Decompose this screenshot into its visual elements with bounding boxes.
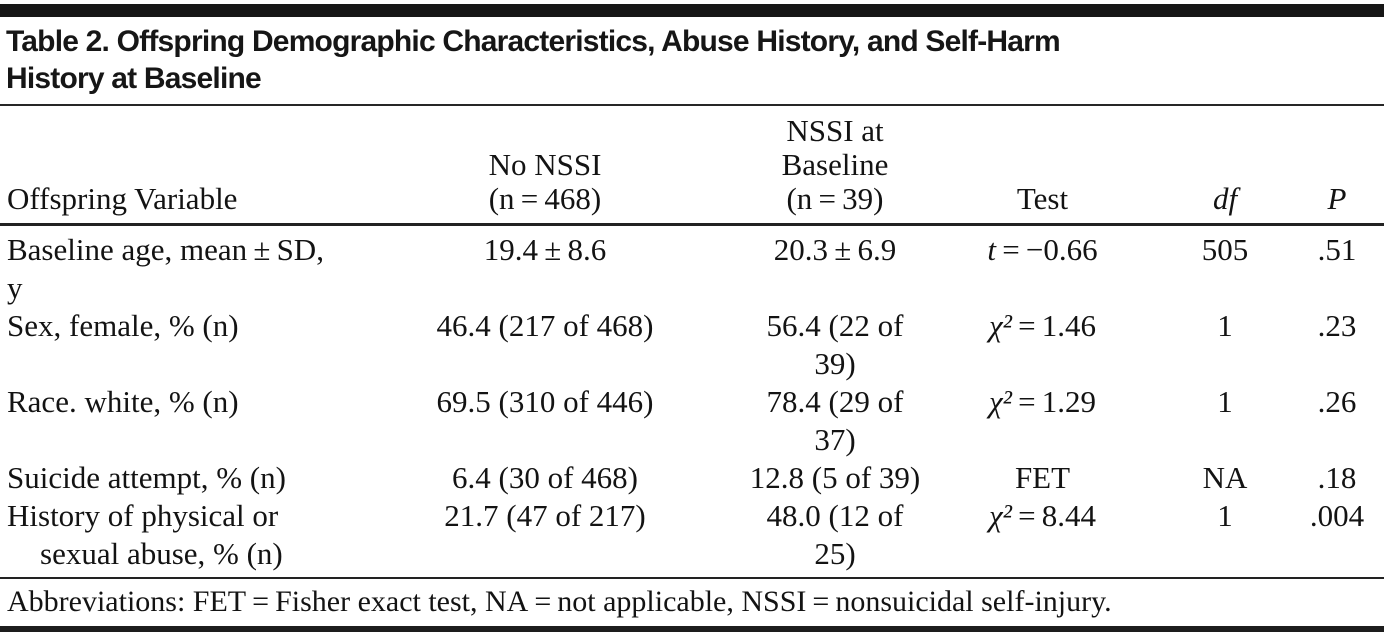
cell-variable: History of physical or sexual abuse, % (… xyxy=(0,497,345,579)
demographics-table: Offspring Variable No NSSI (n = 468) NSS… xyxy=(0,106,1384,579)
cell-variable: Baseline age, mean ± SD, y xyxy=(7,232,324,305)
table-row-baseline-age: Baseline age, mean ± SD, y 19.4 ± 8.6 20… xyxy=(0,225,1384,308)
table-title-line1: Table 2. Offspring Demographic Character… xyxy=(6,25,1061,58)
cell-no-nssi: 21.7 (47 of 217) xyxy=(345,497,745,579)
cell-test: t = −0.66 xyxy=(925,225,1160,308)
cell-variable: Sex, female, % (n) xyxy=(7,308,239,343)
abbreviations-footnote: Abbreviations: FET = Fisher exact test, … xyxy=(0,579,1384,632)
variable-line1: History of physical or xyxy=(7,498,279,533)
cell-nssi-baseline: 20.3 ± 6.9 xyxy=(773,232,897,267)
table-row-sex-female: Sex, female, % (n) 46.4 (217 of 468) 56.… xyxy=(0,307,1384,383)
cell-nssi-baseline: 56.4 (22 of 39) xyxy=(766,308,904,381)
cell-nssi-baseline: 48.0 (12 of 25) xyxy=(745,497,925,579)
top-rule-bar xyxy=(0,4,1384,17)
cell-no-nssi: 6.4 (30 of 468) xyxy=(452,460,638,495)
cell-test: χ² = 8.44 xyxy=(925,497,1160,579)
test-statistic-symbol: χ² xyxy=(988,308,1012,343)
column-header-no-nssi: No NSSI (n = 468) xyxy=(345,106,745,226)
test-statistic-symbol: t xyxy=(987,232,996,267)
cell-p: .51 xyxy=(1317,232,1357,267)
test-statistic-value: = 8.44 xyxy=(1011,498,1097,533)
cell-no-nssi: 69.5 (310 of 446) xyxy=(436,384,654,419)
test-statistic-value: FET xyxy=(1014,460,1071,495)
header-row: Offspring Variable No NSSI (n = 468) NSS… xyxy=(0,106,1384,226)
column-header-df: df xyxy=(1160,106,1290,226)
column-header-test: Test xyxy=(925,106,1160,226)
cell-df: 1 xyxy=(1217,384,1233,419)
cell-variable: Race. white, % (n) xyxy=(7,384,239,419)
cell-no-nssi: 19.4 ± 8.6 xyxy=(483,232,607,267)
cell-no-nssi: 46.4 (217 of 468) xyxy=(436,308,654,343)
test-statistic-value: = 1.29 xyxy=(1011,384,1097,419)
test-statistic-value: = 1.46 xyxy=(1011,308,1097,343)
cell-p: .23 xyxy=(1317,308,1357,343)
table-row-race-white: Race. white, % (n) 69.5 (310 of 446) 78.… xyxy=(0,383,1384,459)
table-title-line2: History at Baseline xyxy=(6,62,262,95)
test-statistic-value: = −0.66 xyxy=(995,232,1098,267)
test-statistic-symbol: χ² xyxy=(988,384,1012,419)
cell-test: FET xyxy=(925,459,1160,497)
variable-line2: sexual abuse, % (n) xyxy=(40,536,283,571)
cell-df: 1 xyxy=(1217,308,1233,343)
cell-variable: Suicide attempt, % (n) xyxy=(7,460,286,495)
column-header-nssi-baseline: NSSI at Baseline (n = 39) xyxy=(745,106,925,226)
table-row-abuse-history: History of physical or sexual abuse, % (… xyxy=(0,497,1384,579)
cell-nssi-baseline: 12.8 (5 of 39) xyxy=(749,460,921,495)
cell-p: .004 xyxy=(1290,497,1384,579)
cell-df: NA xyxy=(1202,460,1248,495)
table-title: Table 2. Offspring Demographic Character… xyxy=(0,17,1384,106)
cell-p: .18 xyxy=(1317,460,1357,495)
cell-df: 1 xyxy=(1160,497,1290,579)
cell-nssi-baseline: 78.4 (29 of 37) xyxy=(766,384,904,457)
cell-test: χ² = 1.46 xyxy=(925,307,1160,383)
test-statistic-symbol: χ² xyxy=(988,498,1012,533)
cell-p: .26 xyxy=(1317,384,1357,419)
column-header-p: P xyxy=(1290,106,1384,226)
cell-test: χ² = 1.29 xyxy=(925,383,1160,459)
scanned-table-page: Table 2. Offspring Demographic Character… xyxy=(0,4,1384,632)
column-header-variable: Offspring Variable xyxy=(0,106,345,226)
table-row-suicide-attempt: Suicide attempt, % (n) 6.4 (30 of 468) 1… xyxy=(0,459,1384,497)
cell-df: 505 xyxy=(1201,232,1249,267)
